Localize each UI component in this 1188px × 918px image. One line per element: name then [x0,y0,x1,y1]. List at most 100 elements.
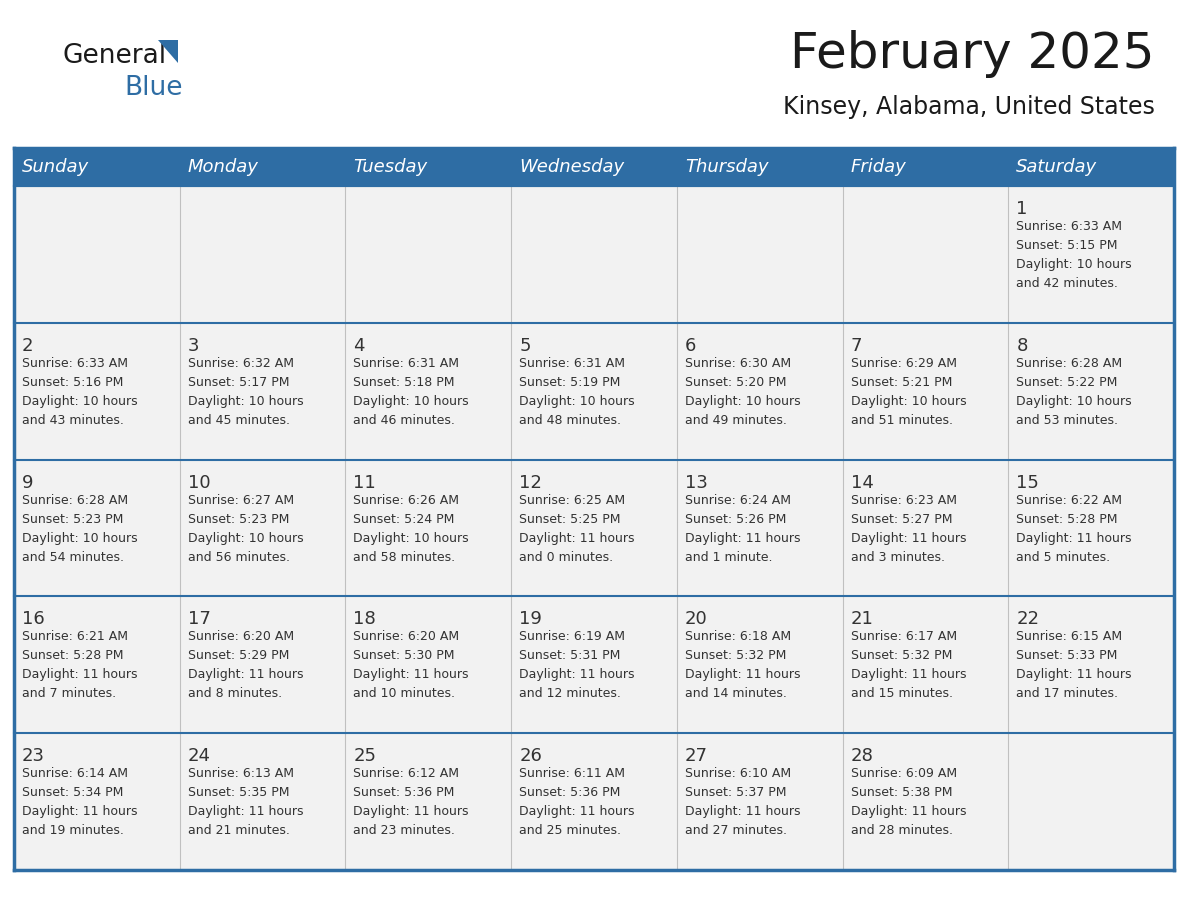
Bar [179,460,346,597]
Text: 3: 3 [188,337,200,354]
Bar [511,186,677,323]
Text: Sunrise: 6:28 AM: Sunrise: 6:28 AM [23,494,128,507]
Text: Daylight: 10 hours: Daylight: 10 hours [519,395,634,408]
Text: and 0 minutes.: and 0 minutes. [519,551,613,564]
Text: 16: 16 [23,610,45,629]
Text: Sunset: 5:37 PM: Sunset: 5:37 PM [684,786,786,800]
Text: Daylight: 10 hours: Daylight: 10 hours [851,395,966,408]
Text: Sunrise: 6:32 AM: Sunrise: 6:32 AM [188,357,293,370]
Text: Sunrise: 6:11 AM: Sunrise: 6:11 AM [519,767,625,780]
Text: Sunset: 5:35 PM: Sunset: 5:35 PM [188,786,289,800]
Text: 28: 28 [851,747,873,766]
Text: 18: 18 [353,610,377,629]
Text: Daylight: 11 hours: Daylight: 11 hours [188,805,303,818]
Bar [14,733,179,870]
Bar [179,186,346,323]
Text: Sunset: 5:34 PM: Sunset: 5:34 PM [23,786,124,800]
Text: Sunset: 5:15 PM: Sunset: 5:15 PM [1016,239,1118,252]
Bar [14,148,1174,186]
Text: and 1 minute.: and 1 minute. [684,551,772,564]
Text: and 54 minutes.: and 54 minutes. [23,551,124,564]
Text: Daylight: 10 hours: Daylight: 10 hours [188,532,303,544]
Bar [179,323,346,460]
Text: Sunset: 5:22 PM: Sunset: 5:22 PM [1016,375,1118,389]
Text: 9: 9 [23,474,33,492]
Text: Sunset: 5:29 PM: Sunset: 5:29 PM [188,649,289,663]
Text: Sunrise: 6:25 AM: Sunrise: 6:25 AM [519,494,625,507]
Text: Daylight: 11 hours: Daylight: 11 hours [851,532,966,544]
Text: Daylight: 10 hours: Daylight: 10 hours [1016,395,1132,408]
Text: Daylight: 11 hours: Daylight: 11 hours [188,668,303,681]
Text: and 23 minutes.: and 23 minutes. [353,824,455,837]
Text: and 25 minutes.: and 25 minutes. [519,824,621,837]
Bar [677,186,842,323]
Text: Wednesday: Wednesday [519,158,624,176]
Text: and 10 minutes.: and 10 minutes. [353,688,455,700]
Bar [1009,186,1174,323]
Text: and 51 minutes.: and 51 minutes. [851,414,953,427]
Text: Sunset: 5:26 PM: Sunset: 5:26 PM [684,512,786,526]
Text: 20: 20 [684,610,708,629]
Text: Sunset: 5:28 PM: Sunset: 5:28 PM [1016,512,1118,526]
Bar [842,733,1009,870]
Text: Sunset: 5:36 PM: Sunset: 5:36 PM [353,786,455,800]
Bar [511,733,677,870]
Bar [842,186,1009,323]
Text: Daylight: 11 hours: Daylight: 11 hours [1016,532,1132,544]
Text: Sunrise: 6:20 AM: Sunrise: 6:20 AM [188,631,293,644]
Text: and 12 minutes.: and 12 minutes. [519,688,621,700]
Text: Sunset: 5:33 PM: Sunset: 5:33 PM [1016,649,1118,663]
Bar [1009,597,1174,733]
Bar [1009,460,1174,597]
Text: and 48 minutes.: and 48 minutes. [519,414,621,427]
Text: Sunrise: 6:20 AM: Sunrise: 6:20 AM [353,631,460,644]
Bar [346,733,511,870]
Bar [346,323,511,460]
Text: and 7 minutes.: and 7 minutes. [23,688,116,700]
Text: Sunset: 5:36 PM: Sunset: 5:36 PM [519,786,620,800]
Bar [1009,733,1174,870]
Bar [842,597,1009,733]
Text: Sunrise: 6:31 AM: Sunrise: 6:31 AM [519,357,625,370]
Text: Sunrise: 6:26 AM: Sunrise: 6:26 AM [353,494,460,507]
Text: and 3 minutes.: and 3 minutes. [851,551,944,564]
Text: Sunrise: 6:21 AM: Sunrise: 6:21 AM [23,631,128,644]
Text: and 49 minutes.: and 49 minutes. [684,414,786,427]
Bar [346,186,511,323]
Bar [14,597,179,733]
Text: Sunrise: 6:30 AM: Sunrise: 6:30 AM [684,357,791,370]
Text: Blue: Blue [124,75,183,101]
Text: Daylight: 10 hours: Daylight: 10 hours [1016,258,1132,271]
Bar [346,597,511,733]
Text: Sunset: 5:24 PM: Sunset: 5:24 PM [353,512,455,526]
Text: Sunrise: 6:31 AM: Sunrise: 6:31 AM [353,357,460,370]
Text: Daylight: 10 hours: Daylight: 10 hours [353,395,469,408]
Text: Sunset: 5:23 PM: Sunset: 5:23 PM [188,512,289,526]
Text: Sunset: 5:21 PM: Sunset: 5:21 PM [851,375,952,389]
Text: and 21 minutes.: and 21 minutes. [188,824,290,837]
Text: and 14 minutes.: and 14 minutes. [684,688,786,700]
Text: and 8 minutes.: and 8 minutes. [188,688,282,700]
Text: 7: 7 [851,337,862,354]
Text: Sunrise: 6:09 AM: Sunrise: 6:09 AM [851,767,956,780]
Bar [1009,323,1174,460]
Text: Daylight: 11 hours: Daylight: 11 hours [519,805,634,818]
Bar [14,323,179,460]
Text: Thursday: Thursday [684,158,769,176]
Text: February 2025: February 2025 [790,30,1155,78]
Text: Sunrise: 6:18 AM: Sunrise: 6:18 AM [684,631,791,644]
Text: Sunset: 5:30 PM: Sunset: 5:30 PM [353,649,455,663]
Text: 4: 4 [353,337,365,354]
Text: Sunset: 5:25 PM: Sunset: 5:25 PM [519,512,620,526]
Text: Friday: Friday [851,158,906,176]
Text: Daylight: 11 hours: Daylight: 11 hours [851,668,966,681]
Text: 23: 23 [23,747,45,766]
Text: Sunrise: 6:22 AM: Sunrise: 6:22 AM [1016,494,1123,507]
Bar [179,733,346,870]
Text: Monday: Monday [188,158,259,176]
Bar [677,597,842,733]
Text: Daylight: 10 hours: Daylight: 10 hours [353,532,469,544]
Text: Sunrise: 6:19 AM: Sunrise: 6:19 AM [519,631,625,644]
Text: and 43 minutes.: and 43 minutes. [23,414,124,427]
Bar [842,323,1009,460]
